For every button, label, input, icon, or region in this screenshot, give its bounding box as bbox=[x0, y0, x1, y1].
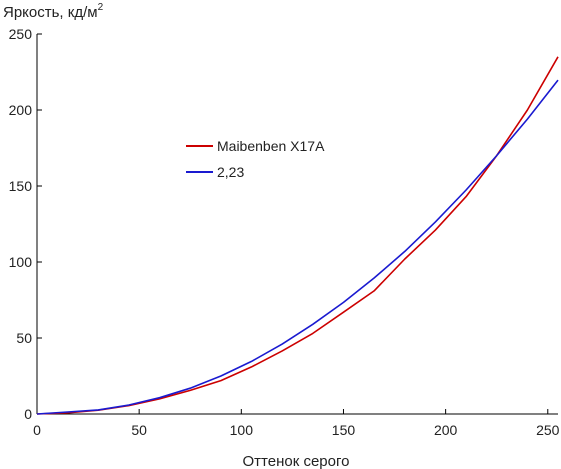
x-tick-label: 150 bbox=[332, 422, 356, 438]
series-group bbox=[36, 56, 559, 415]
ticks: 0 50 100 150 200 250 0 50 100 150 200 250 bbox=[9, 26, 560, 438]
y-axis-title: Яркость, кд/м2 bbox=[3, 2, 104, 21]
axes bbox=[36, 34, 558, 415]
y-tick-label: 50 bbox=[16, 330, 32, 346]
x-tick-label: 200 bbox=[434, 422, 458, 438]
x-tick-label: 0 bbox=[33, 422, 41, 438]
series-line-2 bbox=[36, 79, 559, 415]
y-tick-label: 100 bbox=[9, 254, 33, 270]
legend: Maibenben X17A 2,23 bbox=[186, 138, 325, 180]
x-tick-label: 250 bbox=[536, 422, 560, 438]
legend-label-1: Maibenben X17A bbox=[217, 138, 325, 154]
series-line-1 bbox=[36, 56, 559, 415]
y-tick-label: 0 bbox=[24, 406, 32, 422]
y-tick-label: 150 bbox=[9, 178, 33, 194]
y-tick-label: 200 bbox=[9, 102, 33, 118]
y-tick-label: 250 bbox=[9, 26, 33, 42]
x-tick-label: 50 bbox=[131, 422, 147, 438]
y-axis-title-text: Яркость, кд/м bbox=[3, 4, 98, 21]
y-axis-title-superscript: 2 bbox=[98, 2, 104, 13]
x-tick-label: 100 bbox=[230, 422, 254, 438]
x-axis-title: Оттенок серого bbox=[243, 453, 350, 469]
legend-label-2: 2,23 bbox=[217, 164, 244, 180]
